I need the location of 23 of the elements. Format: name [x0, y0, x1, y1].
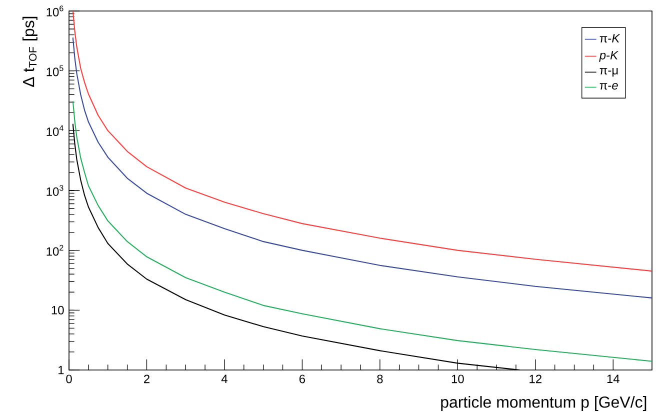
- y-tick-label: 10: [52, 306, 64, 314]
- line-series: [72, 100, 652, 362]
- y-tick-label: 1: [58, 366, 64, 374]
- y-tick-label: 10$^{6}$: [46, 6, 64, 16]
- y-tick-label: 10$^{2}$: [46, 244, 64, 256]
- legend-label: π-K: [600, 34, 620, 43]
- x-tick-label: 10: [452, 374, 464, 384]
- x-tick-label: 4: [221, 374, 228, 383]
- y-tick-label: 10$^{3}$: [46, 185, 64, 196]
- legend-label: π-e: [600, 82, 618, 90]
- legend-label: π-μ: [600, 68, 618, 77]
- x-tick-label: 12: [530, 374, 542, 384]
- x-tick-label: 2: [144, 374, 150, 384]
- y-tick-label: 10$^{5}$: [46, 65, 64, 76]
- legend-label: p-K: [599, 51, 618, 62]
- x-axis-title: particle momentum p [GeV/c]: [441, 396, 646, 411]
- x-tick-label: 8: [377, 374, 383, 384]
- y-axis-title: Δ t$_{TOF}$ [ps]: [22, 16, 38, 87]
- x-tick-label: 6: [299, 374, 306, 384]
- y-tick-label: 10$^{4}$: [46, 125, 64, 136]
- x-tick-label: 0: [66, 374, 72, 384]
- line-series: [72, 10, 652, 272]
- x-tick-label: 14: [607, 374, 620, 383]
